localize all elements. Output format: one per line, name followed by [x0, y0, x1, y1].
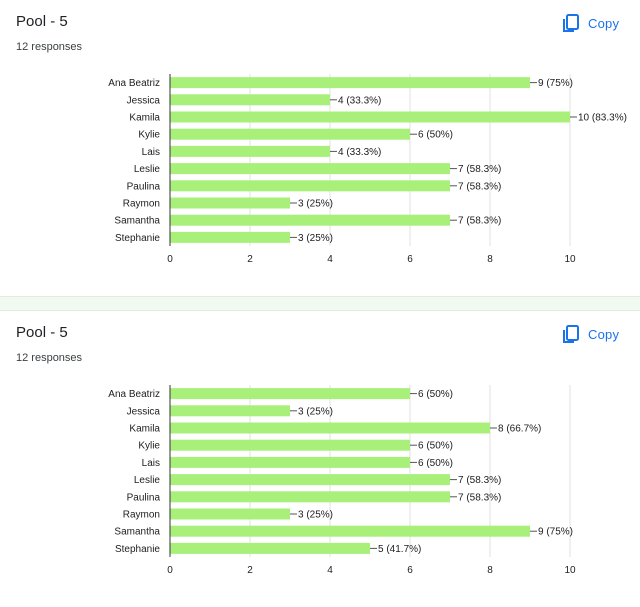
bar: [170, 405, 290, 417]
bar: [170, 231, 290, 243]
category-label: Ana Beatriz: [108, 78, 160, 89]
x-tick-label: 0: [167, 254, 173, 265]
category-label: Lais: [142, 147, 160, 158]
x-tick-label: 10: [564, 254, 576, 265]
copy-icon: [563, 14, 579, 32]
copy-icon: [563, 325, 579, 343]
category-label: Lais: [142, 458, 160, 469]
data-label: 7 (58.3%): [458, 475, 501, 486]
copy-chart-button[interactable]: Copy: [560, 322, 624, 346]
data-label: 4 (33.3%): [338, 147, 381, 158]
x-tick-label: 8: [487, 565, 493, 576]
x-tick-label: 2: [247, 565, 253, 576]
bar: [170, 163, 450, 175]
category-label: Paulina: [127, 492, 161, 503]
category-label: Stephanie: [115, 233, 160, 244]
category-label: Kamila: [129, 113, 160, 124]
data-label: 6 (50%): [418, 389, 453, 400]
bar: [170, 145, 330, 157]
bar: [170, 94, 330, 106]
bar: [170, 456, 410, 468]
bar: [170, 128, 410, 140]
data-label: 7 (58.3%): [458, 216, 501, 227]
bar-chart: 0 2 4 6 8 10 Ana Beatriz 9 (75%) Jessica 4 (33.3%…: [108, 74, 627, 265]
bar: [170, 525, 530, 537]
copy-chart-button[interactable]: Copy: [560, 11, 624, 35]
bar: [170, 508, 290, 520]
bar: [170, 474, 450, 486]
category-label: Jessica: [127, 95, 161, 106]
category-label: Stephanie: [115, 544, 160, 555]
response-count: 12 responses: [16, 352, 83, 364]
category-label: Jessica: [127, 406, 161, 417]
bar: [170, 111, 570, 123]
bar: [170, 180, 450, 192]
data-label: 7 (58.3%): [458, 164, 501, 175]
category-label: Raymon: [123, 199, 160, 210]
x-tick-label: 0: [167, 565, 173, 576]
data-label: 6 (50%): [418, 458, 453, 469]
data-label: 9 (75%): [538, 78, 573, 89]
category-label: Leslie: [134, 164, 161, 175]
bar: [170, 422, 490, 434]
question-card: Pool - 5 12 responses Copy 0 2 4 6 8 10 Ana Be…: [0, 0, 640, 296]
bar: [170, 491, 450, 503]
x-tick-label: 4: [327, 565, 333, 576]
x-tick-label: 6: [407, 254, 413, 265]
category-label: Raymon: [123, 510, 160, 521]
data-label: 6 (50%): [418, 130, 453, 141]
data-label: 5 (41.7%): [378, 544, 421, 555]
bar: [170, 542, 370, 554]
data-label: 3 (25%): [298, 233, 333, 244]
category-label: Samantha: [114, 216, 160, 227]
x-tick-label: 4: [327, 254, 333, 265]
copy-label: Copy: [588, 326, 620, 342]
data-label: 8 (66.7%): [498, 424, 541, 435]
question-card: Pool - 5 12 responses Copy 0 2 4 6 8 10 Ana Be…: [0, 311, 640, 607]
data-label: 3 (25%): [298, 406, 333, 417]
bar: [170, 197, 290, 209]
data-label: 7 (58.3%): [458, 181, 501, 192]
question-title: Pool - 5: [16, 324, 68, 341]
bar: [170, 77, 530, 89]
data-label: 9 (75%): [538, 527, 573, 538]
x-tick-label: 8: [487, 254, 493, 265]
category-label: Paulina: [127, 181, 161, 192]
data-label: 4 (33.3%): [338, 95, 381, 106]
question-title: Pool - 5: [16, 13, 68, 30]
category-label: Kylie: [138, 441, 160, 452]
card-separator: [0, 296, 640, 311]
bar: [170, 388, 410, 400]
bar-chart: 0 2 4 6 8 10 Ana Beatriz 6 (50%) Jessica 3 (25%) K…: [108, 385, 576, 576]
copy-label: Copy: [588, 15, 620, 31]
bar: [170, 214, 450, 226]
category-label: Leslie: [134, 475, 161, 486]
x-tick-label: 6: [407, 565, 413, 576]
category-label: Ana Beatriz: [108, 389, 160, 400]
category-label: Kylie: [138, 130, 160, 141]
data-label: 7 (58.3%): [458, 492, 501, 503]
data-label: 3 (25%): [298, 510, 333, 521]
category-label: Samantha: [114, 527, 160, 538]
x-tick-label: 10: [564, 565, 576, 576]
data-label: 6 (50%): [418, 441, 453, 452]
data-label: 10 (83.3%): [578, 113, 627, 124]
response-count: 12 responses: [16, 41, 83, 53]
data-label: 3 (25%): [298, 199, 333, 210]
x-tick-label: 2: [247, 254, 253, 265]
category-label: Kamila: [129, 424, 160, 435]
bar: [170, 439, 410, 451]
